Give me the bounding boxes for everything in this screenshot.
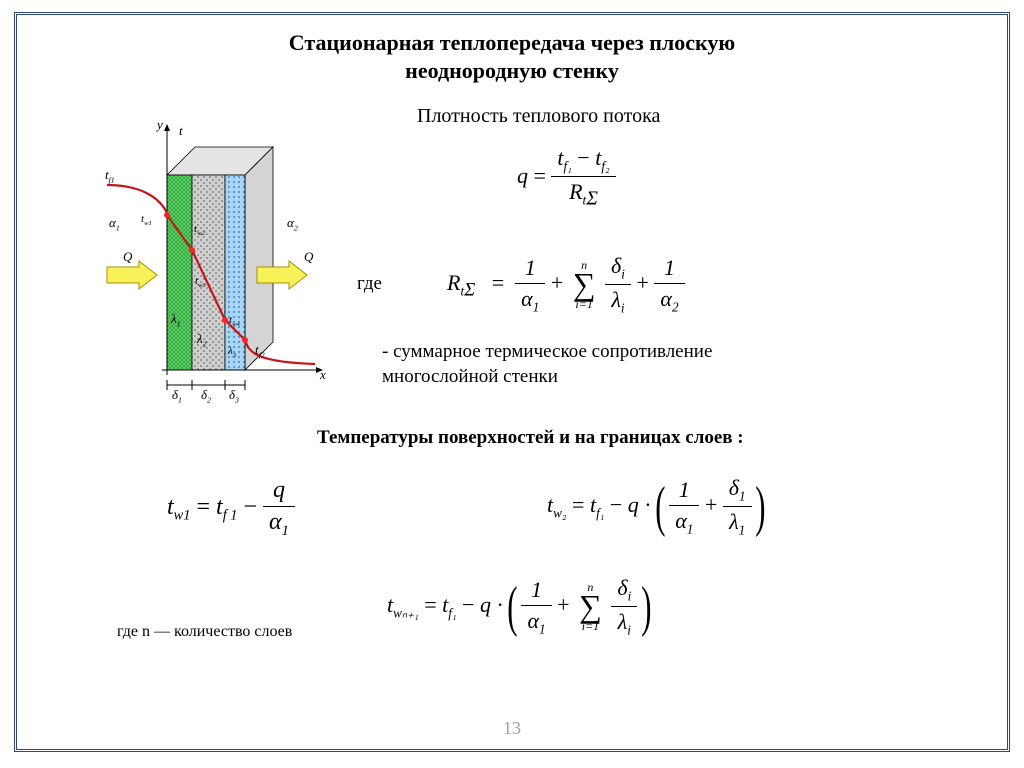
tw3-label: tw3 [195, 275, 206, 289]
alpha1-label: α1 [109, 215, 120, 233]
equation-q: q = tf₁ − tf₂ RtΣ [517, 145, 616, 211]
Q-right-label: Q [304, 249, 313, 265]
equation-Rt-sum: RtΣ = 1 α1 + n ∑ i=1 δi λi + 1 α2 [447, 253, 685, 317]
title-line-1: Стационарная теплопередача через плоскую [289, 30, 735, 55]
title-line-2: неоднородную стенку [405, 58, 619, 83]
resistance-description: - суммарное термическое сопротивление мн… [382, 340, 712, 389]
Q-left-label: Q [123, 249, 132, 265]
alpha2-label: α2 [287, 215, 298, 233]
temperatures-heading: Температуры поверхностей и на границах с… [317, 427, 744, 449]
lambda3-label: λ3 [228, 345, 236, 359]
tf1-label: tf1 [105, 167, 115, 185]
n-layers-note: где n — количество слоев [117, 623, 292, 641]
arrow-q-left [107, 261, 157, 289]
equation-twn1: twₙ₊₁ = tf₁ − q · ( 1 α1 + n ∑ i=1 δi λi… [387, 575, 649, 639]
tw2-label: tw2 [194, 223, 205, 237]
page-title: Стационарная теплопередача через плоскую… [17, 29, 1007, 84]
delta3-label: δ3 [229, 387, 239, 405]
delta1-label: δ1 [172, 387, 182, 405]
wall-diagram: y t x tf1 α1 α2 Q Q tf2 tw1 tw2 tw3 tw4 … [77, 115, 337, 415]
tf2-label: tf2 [255, 342, 265, 360]
lambda1-label: λ1 [171, 311, 181, 329]
where-label: где [357, 273, 382, 295]
lambda2-label: λ2 [197, 331, 207, 349]
y-axis-label: y [157, 117, 163, 133]
delta2-label: δ2 [201, 387, 211, 405]
equation-tw2: tw₂ = tf₁ − q · ( 1 α1 + δ1 λ1 ) [547, 475, 764, 539]
tw4-label: tw4 [229, 314, 240, 328]
page-number: 13 [17, 718, 1007, 739]
equation-tw1: tw1 = tf 1 − q α1 [167, 477, 295, 540]
heat-flux-heading: Плотность теплового потока [417, 105, 660, 128]
t-axis-label: t [179, 123, 183, 139]
x-axis-label: x [320, 367, 326, 383]
tw1-label: tw1 [141, 213, 152, 227]
slide-frame: Стационарная теплопередача через плоскую… [14, 12, 1010, 752]
